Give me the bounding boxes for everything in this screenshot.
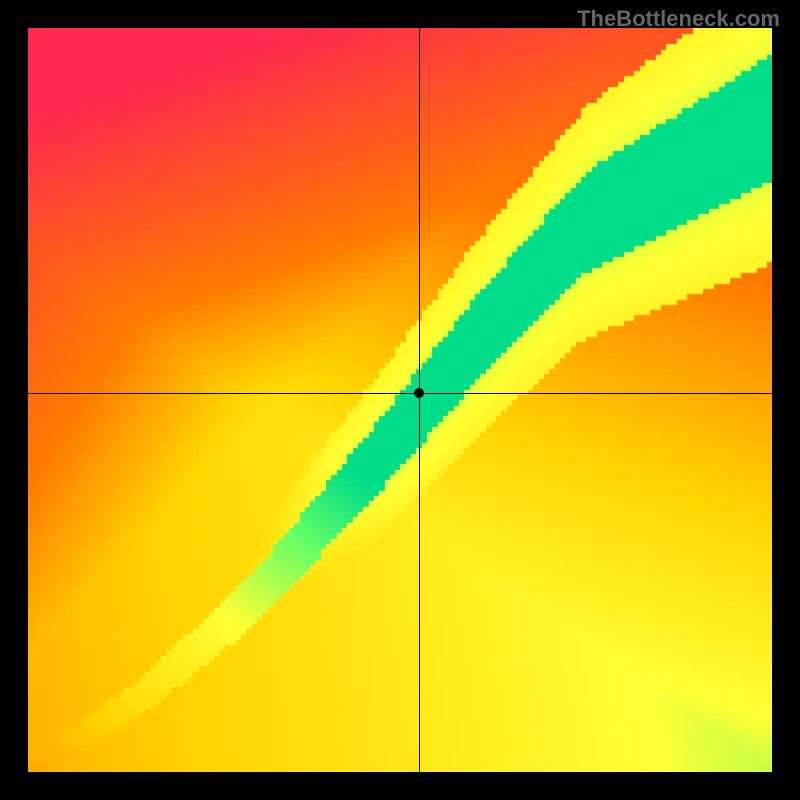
heatmap-canvas <box>28 28 772 772</box>
plot-area <box>28 28 772 772</box>
watermark-text: TheBottleneck.com <box>577 6 780 32</box>
crosshair-vertical <box>419 28 420 772</box>
crosshair-marker <box>414 388 424 398</box>
crosshair-horizontal <box>28 393 772 394</box>
